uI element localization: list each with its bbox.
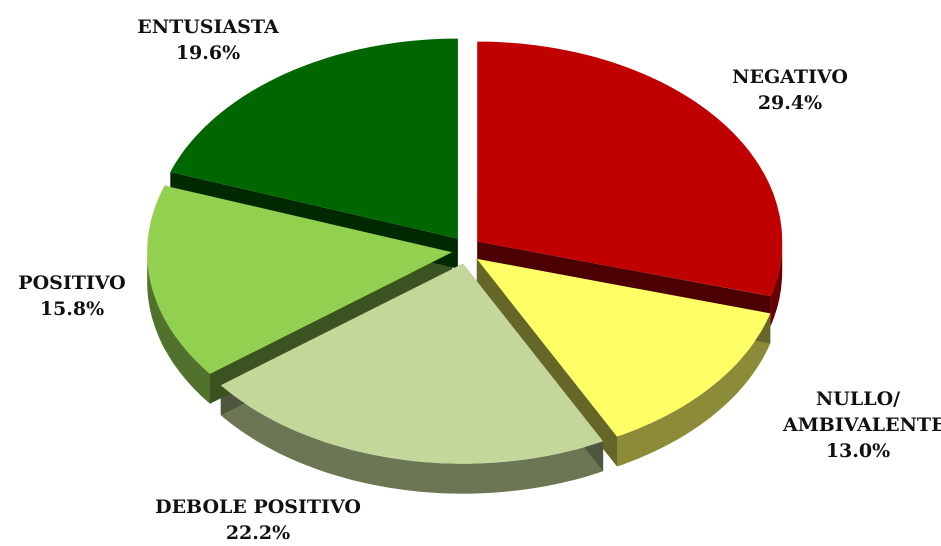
value-label: 29.4% <box>757 92 823 114</box>
value-label: 13.0% <box>825 440 891 462</box>
value-label: 15.8% <box>39 298 105 320</box>
slice-label: NULLO/ AMBIVALENTE 13.0% <box>783 386 941 464</box>
slice-side <box>617 313 771 467</box>
slice <box>170 38 458 239</box>
slice <box>477 41 783 297</box>
slice-label: NEGATIVO 29.4% <box>670 64 910 116</box>
value-label: 22.2% <box>225 522 291 544</box>
slice <box>147 185 453 374</box>
slice <box>476 258 771 437</box>
category-label: NEGATIVO <box>732 66 848 88</box>
category-label: NULLO/ AMBIVALENTE <box>783 388 941 436</box>
value-label: 19.6% <box>175 42 241 64</box>
category-label: DEBOLE POSITIVO <box>155 496 361 518</box>
slice-label: POSITIVO 15.8% <box>0 270 192 322</box>
slice-side <box>147 252 210 404</box>
slice-label: DEBOLE POSITIVO 22.2% <box>138 494 378 546</box>
category-label: ENTUSIASTA <box>137 16 279 38</box>
slice-side <box>220 385 604 494</box>
category-label: POSITIVO <box>18 272 126 294</box>
slice-side <box>770 241 783 327</box>
slice <box>220 263 604 464</box>
slice-label: ENTUSIASTA 19.6% <box>88 14 328 66</box>
